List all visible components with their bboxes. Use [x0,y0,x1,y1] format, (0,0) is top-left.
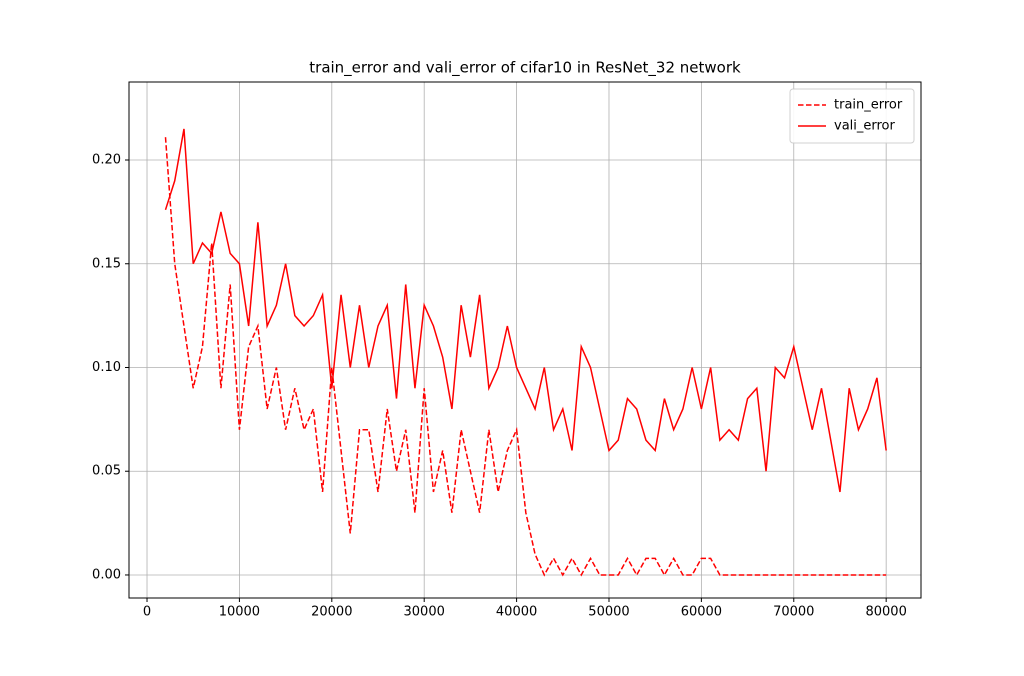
legend-box [789,88,915,144]
x-tick-label: 70000 [773,605,814,620]
legend-label: vali_error [834,119,896,134]
data-line [164,128,887,493]
x-tick-label: 50000 [588,605,629,620]
x-tick-label: 60000 [681,605,722,620]
chart-title: train_error and vali_error of cifar10 in… [309,59,741,78]
axes-frame [128,81,922,599]
x-tick-label: 30000 [404,605,445,620]
x-tick-label: 10000 [219,605,260,620]
y-tick-label: 0.20 [92,153,121,168]
y-tick-label: 0.10 [92,360,121,375]
x-tick-label: 40000 [496,605,537,620]
y-tick-label: 0.00 [92,567,121,582]
x-tick-label: 80000 [865,605,906,620]
y-tick-label: 0.15 [92,256,121,271]
legend-label: train_error [834,98,903,113]
y-tick-label: 0.05 [92,464,121,479]
data-line [164,137,887,577]
x-tick-label: 20000 [311,605,352,620]
x-tick-label: 0 [143,605,151,620]
